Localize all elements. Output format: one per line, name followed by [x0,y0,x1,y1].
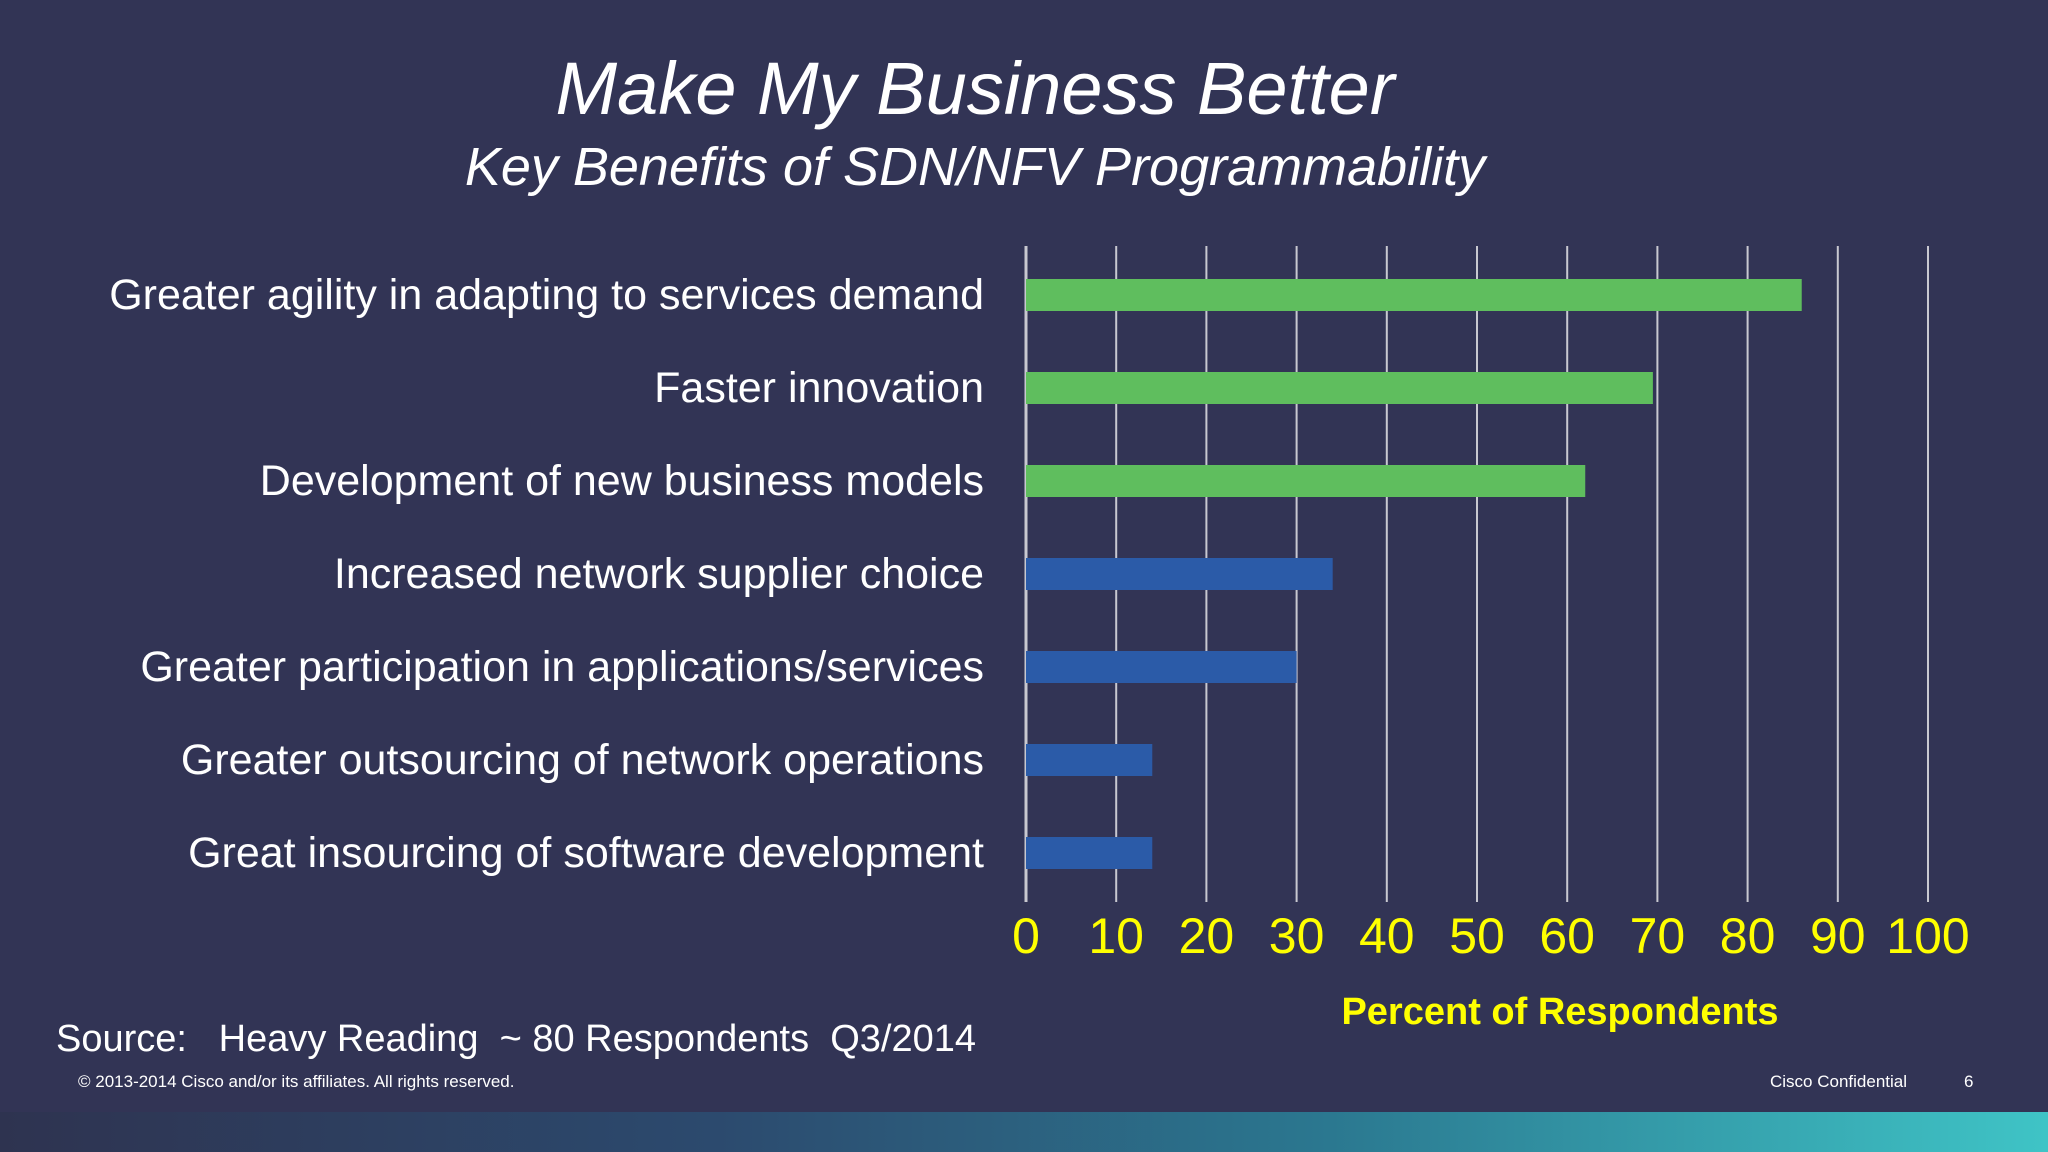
x-tick-label: 40 [1359,908,1415,964]
x-tick-label: 60 [1539,908,1595,964]
category-label: Greater outsourcing of network operation… [181,736,984,784]
gridlines [1024,246,1929,902]
bar [1026,465,1586,497]
x-tick-label: 90 [1810,908,1866,964]
footer-gradient-band [0,1112,2048,1152]
bar [1026,744,1153,776]
bar [1026,837,1153,869]
x-tick-label: 10 [1088,908,1144,964]
bar [1026,651,1297,683]
slide-title: Make My Business Better [555,47,1395,130]
category-label: Development of new business models [260,457,984,505]
bar [1026,558,1333,590]
x-tick-label: 80 [1720,908,1776,964]
x-axis-title: Percent of Respondents [1341,991,1778,1033]
page-number: 6 [1964,1072,1974,1091]
x-tick-label: 30 [1269,908,1325,964]
x-tick-label: 50 [1449,908,1505,964]
x-tick-label: 100 [1886,908,1969,964]
category-labels: Greater agility in adapting to services … [109,271,984,877]
category-label: Greater participation in applications/se… [140,643,984,691]
x-tick-label: 70 [1630,908,1686,964]
category-label: Increased network supplier choice [334,550,984,598]
x-tick-label: 0 [1012,908,1040,964]
bar [1026,279,1802,311]
confidential-label: Cisco Confidential [1770,1072,1908,1091]
category-label: Great insourcing of software development [188,829,984,877]
category-label: Faster innovation [654,364,984,412]
copyright-notice: © 2013-2014 Cisco and/or its affiliates.… [78,1072,515,1091]
source-note: Source: Heavy Reading ~ 80 Respondents Q… [56,1018,976,1060]
x-tick-label: 20 [1179,908,1235,964]
slide-subtitle: Key Benefits of SDN/NFV Programmability [464,137,1486,197]
bars [1026,279,1802,869]
bar [1026,372,1653,404]
category-label: Greater agility in adapting to services … [109,271,984,319]
x-tick-labels: 0 10 20 30 40 50 60 70 80 90 100 [1012,908,1970,964]
